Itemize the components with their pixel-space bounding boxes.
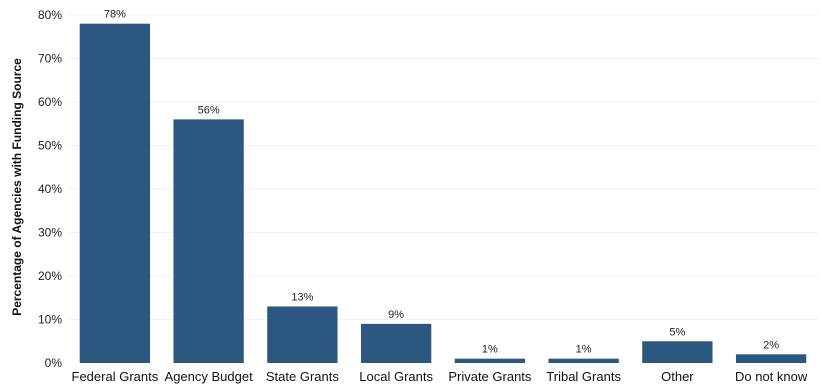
y-tick-label: 20%	[38, 269, 62, 283]
bar	[642, 341, 713, 363]
x-tick-label: Private Grants	[448, 369, 532, 384]
bar	[548, 358, 619, 363]
x-axis-ticks: Federal Grants Agency Budget State Grants L…	[72, 369, 808, 384]
x-tick-label: Other	[661, 369, 694, 384]
y-axis-ticks: 0% 10% 20% 30% 40% 50% 60% 70% 80%	[38, 8, 62, 370]
bar-data-label: 1%	[482, 344, 498, 356]
x-tick-label: Federal Grants	[72, 369, 159, 384]
bars	[79, 23, 807, 364]
y-axis-label: Percentage of Agencies with Funding Sour…	[10, 58, 24, 316]
y-tick-label: 10%	[38, 313, 62, 327]
bar	[173, 119, 244, 364]
y-tick-label: 0%	[45, 356, 63, 370]
bar-data-label: 78%	[104, 9, 126, 21]
y-tick-label: 50%	[38, 139, 62, 153]
bar	[79, 23, 151, 363]
bar	[735, 354, 807, 363]
bar-data-label: 56%	[198, 104, 220, 116]
bar-data-label: 13%	[291, 291, 313, 303]
y-tick-label: 40%	[38, 182, 62, 196]
x-tick-label: Do not know	[735, 369, 808, 384]
x-tick-label: Agency Budget	[165, 369, 254, 384]
y-tick-label: 60%	[38, 95, 62, 109]
y-tick-label: 70%	[38, 52, 62, 66]
data-labels: 78% 56% 13% 9% 1% 1% 5% 2%	[104, 9, 779, 356]
y-tick-label: 80%	[38, 8, 62, 22]
x-tick-label: State Grants	[266, 369, 339, 384]
bar-data-label: 2%	[763, 339, 779, 351]
bar-data-label: 9%	[388, 309, 404, 321]
bar	[360, 323, 432, 363]
bar-data-label: 1%	[576, 344, 592, 356]
bar	[267, 306, 338, 363]
bar	[454, 358, 526, 363]
bar-data-label: 5%	[669, 326, 685, 338]
x-tick-label: Local Grants	[359, 369, 433, 384]
y-tick-label: 30%	[38, 226, 62, 240]
x-tick-label: Tribal Grants	[546, 369, 621, 384]
